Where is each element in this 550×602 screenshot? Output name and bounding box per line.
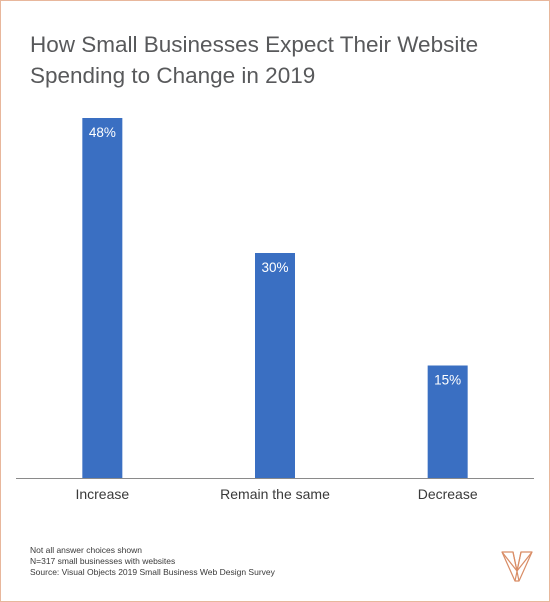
bar-value-label: 30% [261, 260, 288, 275]
chart-title-line-2: Spending to Change in 2019 [30, 63, 316, 88]
note-sample-size: N=317 small businesses with websites [30, 556, 176, 566]
x-tick-label: Increase [75, 486, 129, 502]
visual-objects-logo-icon [501, 551, 533, 582]
bar-value-label: 15% [434, 373, 461, 388]
note-answer-choices: Not all answer choices shown [30, 545, 142, 555]
bar-increase [82, 118, 123, 478]
chart-title-line-1: How Small Businesses Expect Their Websit… [30, 32, 479, 57]
note-source: Source: Visual Objects 2019 Small Busine… [30, 567, 275, 577]
x-tick-label: Remain the same [220, 486, 330, 502]
bar-remain-the-same [255, 253, 295, 478]
chart-title: How Small Businesses Expect Their Websit… [30, 29, 520, 91]
chart-notes: Not all answer choices shown N=317 small… [30, 545, 275, 578]
bar-decrease [427, 365, 468, 478]
bar-value-label: 48% [89, 125, 116, 140]
x-tick-label: Decrease [418, 486, 478, 502]
bar-chart: 48% Increase 30% Remain the same 15% Decrease [16, 118, 534, 502]
